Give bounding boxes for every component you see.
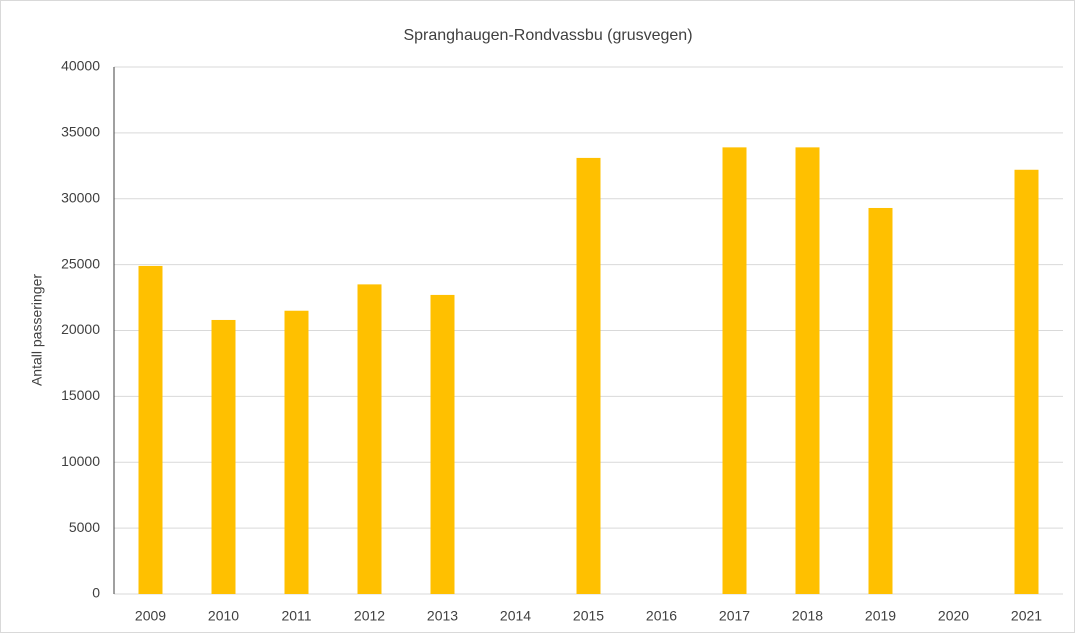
x-tick-label: 2016 bbox=[646, 608, 677, 624]
y-tick-label: 30000 bbox=[61, 189, 100, 205]
bar bbox=[430, 294, 455, 594]
y-tick-label: 10000 bbox=[61, 453, 100, 469]
bar bbox=[357, 284, 382, 594]
bar bbox=[576, 157, 601, 594]
x-tick-label: 2021 bbox=[1011, 608, 1042, 624]
x-tick-label: 2019 bbox=[865, 608, 896, 624]
x-tick-label: 2015 bbox=[573, 608, 604, 624]
y-axis-label: Antall passeringer bbox=[29, 274, 45, 386]
y-tick-label: 20000 bbox=[61, 321, 100, 337]
bar bbox=[795, 147, 820, 594]
x-tick-label: 2012 bbox=[354, 608, 385, 624]
bar bbox=[868, 207, 893, 594]
x-tick-label: 2013 bbox=[427, 608, 458, 624]
y-tick-label: 5000 bbox=[69, 519, 100, 535]
x-tick-label: 2018 bbox=[792, 608, 823, 624]
y-tick-label: 35000 bbox=[61, 124, 100, 140]
bar bbox=[722, 147, 747, 594]
chart-title: Spranghaugen-Rondvassbu (grusvegen) bbox=[403, 27, 692, 44]
y-tick-label: 15000 bbox=[61, 387, 100, 403]
x-tick-label: 2020 bbox=[938, 608, 969, 624]
bar bbox=[138, 265, 163, 594]
x-tick-label: 2014 bbox=[500, 608, 531, 624]
bar bbox=[284, 310, 309, 594]
bar bbox=[1014, 169, 1039, 594]
x-tick-label: 2010 bbox=[208, 608, 239, 624]
bar bbox=[211, 319, 236, 594]
y-tick-label: 0 bbox=[92, 585, 100, 601]
x-tick-label: 2009 bbox=[135, 608, 166, 624]
y-tick-label: 40000 bbox=[61, 58, 100, 74]
x-tick-label: 2011 bbox=[281, 608, 311, 624]
x-tick-label: 2017 bbox=[719, 608, 750, 624]
y-tick-label: 25000 bbox=[61, 255, 100, 271]
